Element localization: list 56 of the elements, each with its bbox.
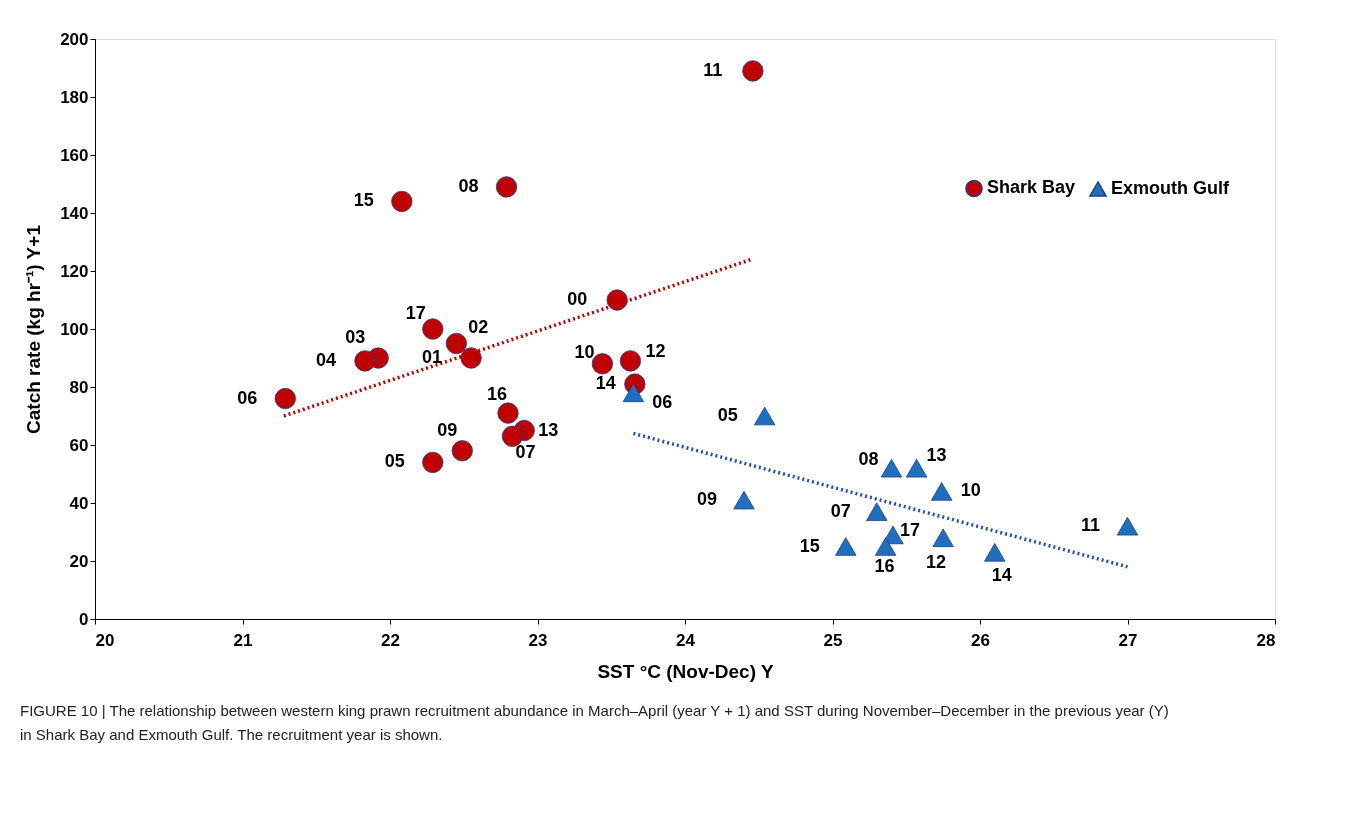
annotation: 09 bbox=[437, 419, 458, 440]
y-tick-label: 20 bbox=[69, 551, 89, 571]
x-tick-label: 28 bbox=[1256, 630, 1276, 650]
annotation: 13 bbox=[926, 445, 947, 466]
annotation: 04 bbox=[315, 349, 336, 370]
x-tick-label: 25 bbox=[823, 630, 843, 650]
annotation: 16 bbox=[486, 384, 508, 405]
y-tick-label: 180 bbox=[60, 87, 89, 107]
y-tick-label: 80 bbox=[69, 377, 89, 397]
x-tick-label: 22 bbox=[381, 630, 400, 650]
annotation: 10 bbox=[960, 480, 981, 501]
annotation: 02 bbox=[468, 316, 489, 337]
annotation: 08 bbox=[458, 175, 479, 196]
y-axis-title: Catch rate (kg hr⁻¹) Y+1 bbox=[23, 224, 45, 434]
x-axis-title: SST °C (Nov-Dec) Y bbox=[597, 660, 774, 682]
legend-label: Exmouth Gulf bbox=[1111, 178, 1230, 199]
annotation: 12 bbox=[645, 340, 666, 361]
annotation: 08 bbox=[858, 449, 879, 470]
annotation: 07 bbox=[515, 442, 536, 463]
annotation: 07 bbox=[830, 500, 851, 521]
annotation: 06 bbox=[652, 391, 673, 412]
x-tick-label: 24 bbox=[676, 630, 696, 650]
caption: FIGURE 10 | The relationship between western king prawn recruitment abundance in March–April (year Y + 1) and SST during November–December in the previous year (Y) in Shark Bay and Exmouth Gulf. The recruitment year is shown. bbox=[20, 702, 1169, 743]
y-tick-label: 200 bbox=[60, 29, 89, 49]
x-tick-label: 23 bbox=[528, 630, 548, 650]
annotation: 12 bbox=[926, 551, 947, 572]
y-tick-label: 40 bbox=[69, 493, 89, 513]
annotation: 06 bbox=[237, 387, 258, 408]
legend-label: Shark Bay bbox=[987, 177, 1076, 198]
x-tick-label: 21 bbox=[233, 630, 253, 650]
x-tick-label: 27 bbox=[1118, 630, 1138, 650]
annotation: 11 bbox=[1080, 515, 1101, 536]
y-tick-label: 100 bbox=[60, 319, 89, 339]
annotation: 01 bbox=[422, 347, 443, 367]
annotation: 03 bbox=[345, 327, 366, 347]
annotation: 13 bbox=[538, 419, 559, 440]
x-tick-label: 20 bbox=[95, 630, 115, 650]
annotation: 14 bbox=[991, 565, 1012, 586]
annotation: 00 bbox=[567, 289, 588, 309]
x-tick-label: 26 bbox=[971, 630, 990, 650]
annotation: 15 bbox=[799, 535, 820, 556]
y-tick-label: 160 bbox=[60, 145, 89, 165]
y-tick-label: 60 bbox=[69, 435, 89, 455]
annotation: 14 bbox=[595, 373, 616, 394]
annotation: 05 bbox=[384, 451, 405, 472]
annotation: 11 bbox=[703, 59, 723, 80]
annotation: 17 bbox=[405, 303, 426, 323]
annotation: 05 bbox=[717, 405, 738, 425]
y-tick-label: 0 bbox=[79, 609, 89, 629]
y-tick-label: 120 bbox=[60, 261, 89, 281]
annotation: 15 bbox=[353, 190, 374, 211]
y-tick-label: 140 bbox=[60, 203, 89, 223]
annotation: 10 bbox=[574, 341, 595, 362]
annotation: 16 bbox=[874, 555, 895, 576]
annotation: 09 bbox=[696, 489, 718, 510]
annotation: 17 bbox=[899, 519, 920, 540]
